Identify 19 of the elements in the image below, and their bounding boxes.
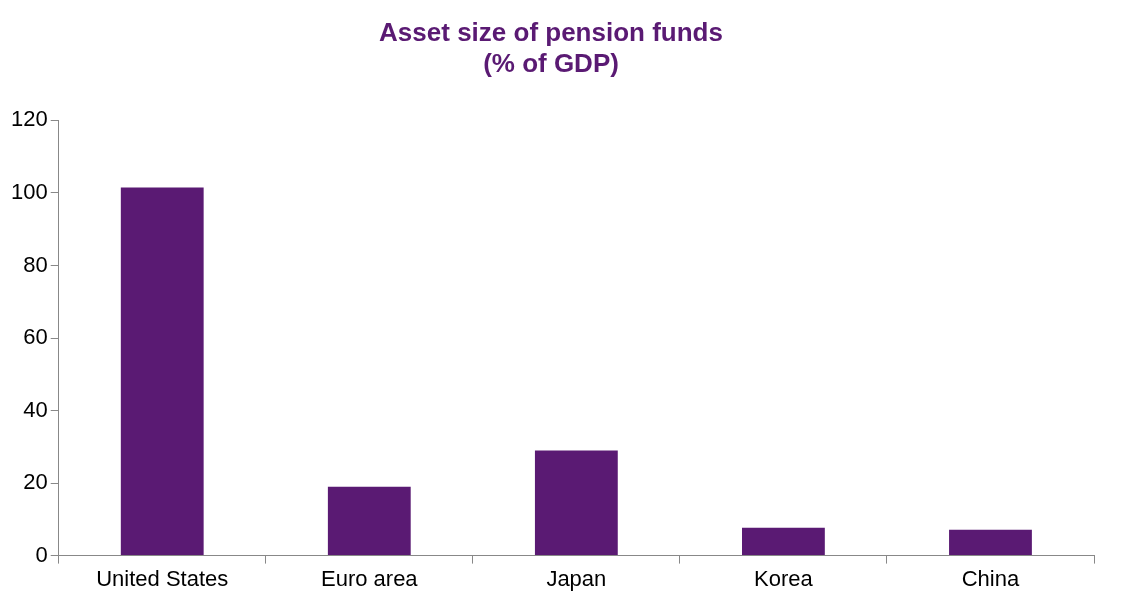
x-tick-label: Japan — [546, 565, 607, 591]
y-tick-label: 80 — [23, 251, 48, 277]
y-tick-label: 20 — [23, 469, 48, 495]
y-tick-label: 60 — [23, 324, 48, 350]
y-tick-label: 120 — [10, 106, 48, 132]
y-tick-label: 0 — [35, 541, 48, 567]
y-tick-label: 40 — [23, 396, 48, 422]
x-tick-label: United States — [96, 565, 229, 591]
text: (% of GDP) — [483, 47, 619, 78]
bar — [534, 450, 618, 556]
text: Asset size of pension funds — [379, 16, 723, 47]
x-tick-label: Korea — [754, 565, 814, 591]
bar — [120, 187, 204, 556]
x-tick-label: Euro area — [320, 565, 419, 591]
bar — [949, 529, 1032, 556]
y-tick-label: 100 — [10, 179, 48, 204]
bar — [742, 527, 825, 556]
bar — [327, 486, 411, 556]
x-tick-label: China — [961, 565, 1020, 591]
